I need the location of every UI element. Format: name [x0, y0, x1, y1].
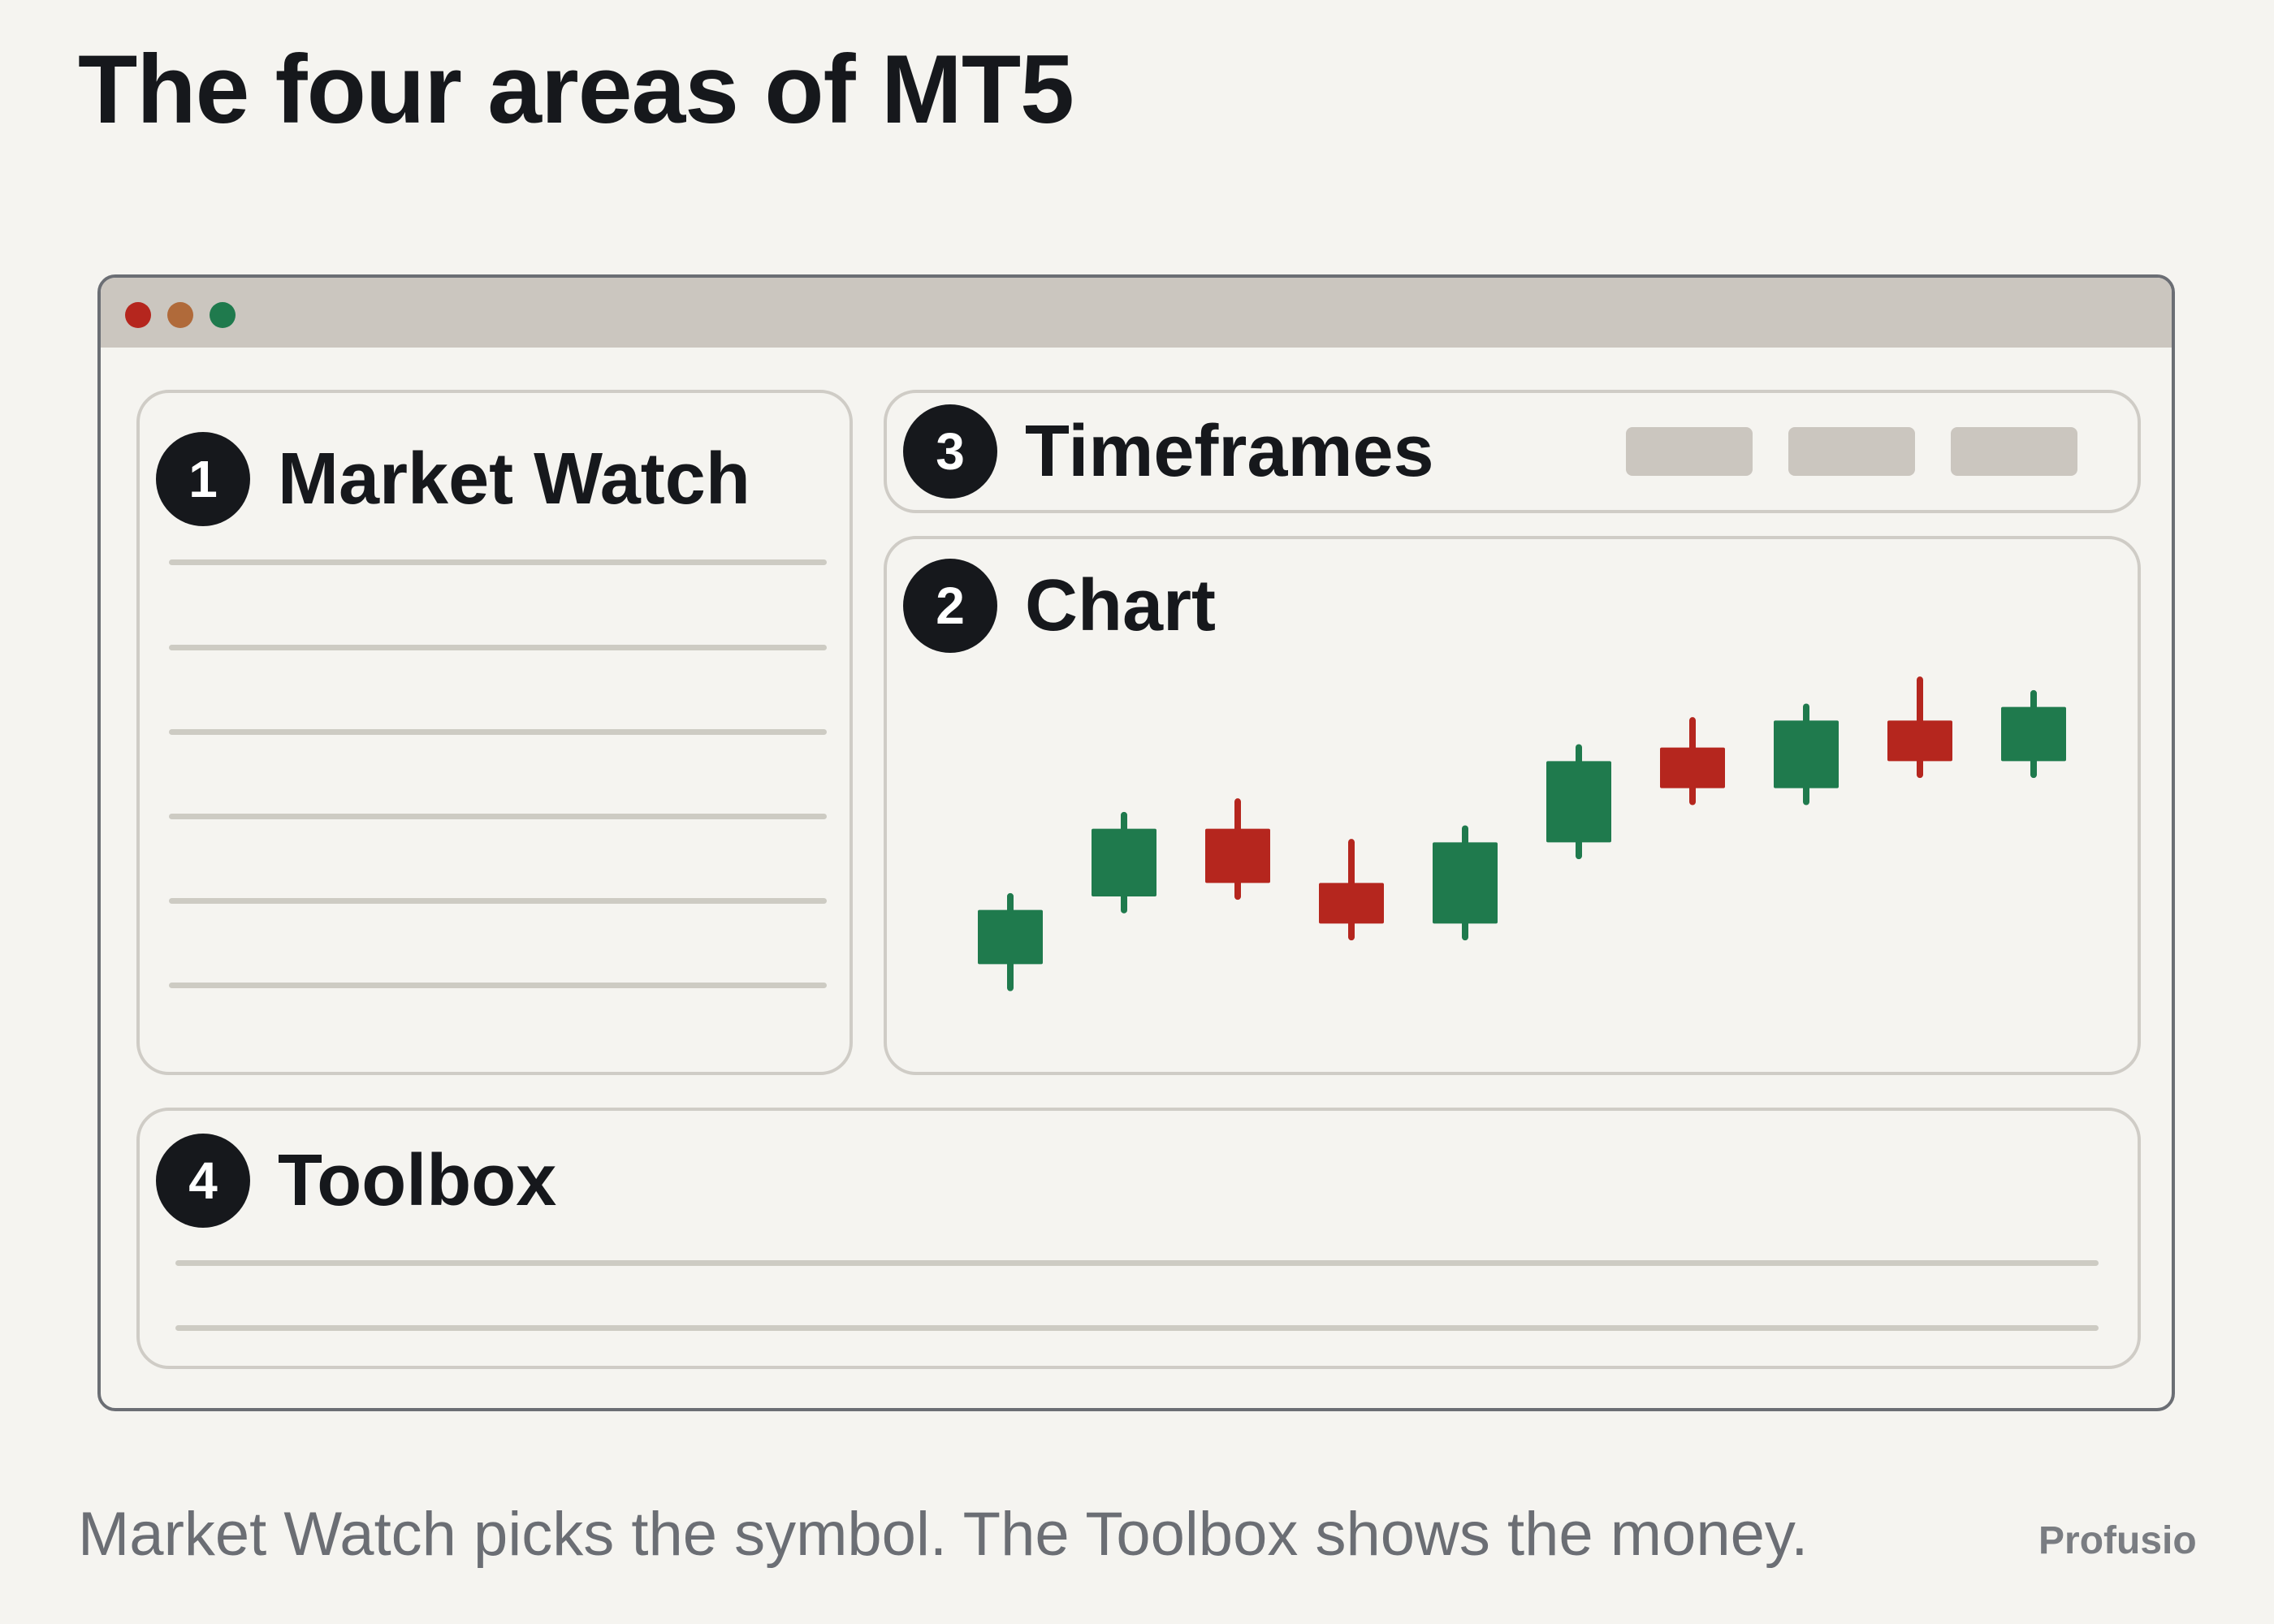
timeframes-number-badge: 3	[903, 404, 997, 499]
timeframe-button[interactable]	[1788, 427, 1915, 476]
market-watch-row[interactable]	[169, 729, 827, 735]
candle-body-up	[1774, 720, 1839, 788]
market-watch-row[interactable]	[169, 559, 827, 565]
toolbox-row[interactable]	[175, 1260, 2099, 1266]
timeframes-label: Timeframes	[1025, 411, 1434, 492]
caption: Market Watch picks the symbol. The Toolb…	[78, 1500, 1809, 1569]
chart-panel[interactable]: 2 Chart	[884, 536, 2141, 1075]
maximize-dot-icon[interactable]	[210, 302, 236, 328]
toolbox-row[interactable]	[175, 1325, 2099, 1331]
window-titlebar	[101, 278, 2172, 348]
toolbox-panel[interactable]: 4 Toolbox	[136, 1108, 2141, 1369]
candle-body-up	[978, 909, 1043, 965]
market-watch-number-badge: 1	[156, 432, 250, 526]
market-watch-row[interactable]	[169, 898, 827, 904]
market-watch-row[interactable]	[169, 645, 827, 650]
market-watch-row[interactable]	[169, 814, 827, 819]
minimize-dot-icon[interactable]	[167, 302, 193, 328]
market-watch-row[interactable]	[169, 983, 827, 988]
market-watch-panel[interactable]: 1 Market Watch	[136, 390, 853, 1075]
timeframe-button[interactable]	[1951, 427, 2077, 476]
chart-label: Chart	[1025, 565, 1217, 646]
candle-body-up	[1433, 842, 1498, 924]
toolbox-label: Toolbox	[278, 1140, 557, 1221]
page-title: The four areas of MT5	[78, 35, 1074, 144]
mt5-window: 1 Market Watch 3 Timeframes 2 Chart 4 To…	[97, 274, 2175, 1411]
candle-body-down	[1660, 747, 1725, 788]
timeframe-button[interactable]	[1626, 427, 1753, 476]
market-watch-label: Market Watch	[278, 438, 750, 520]
candle-body-down	[1205, 828, 1270, 883]
close-dot-icon[interactable]	[125, 302, 151, 328]
timeframes-panel: 3 Timeframes	[884, 390, 2141, 513]
candle-body-up	[1092, 828, 1156, 896]
toolbox-number-badge: 4	[156, 1134, 250, 1228]
candle-body-down	[1887, 720, 1952, 762]
candlestick-chart	[978, 676, 2066, 991]
chart-number-badge: 2	[903, 559, 997, 653]
candle-body-up	[1546, 761, 1611, 843]
candle-body-down	[1319, 883, 1384, 924]
candle-body-up	[2001, 706, 2066, 762]
brand-logo: Profusio	[2038, 1519, 2197, 1562]
